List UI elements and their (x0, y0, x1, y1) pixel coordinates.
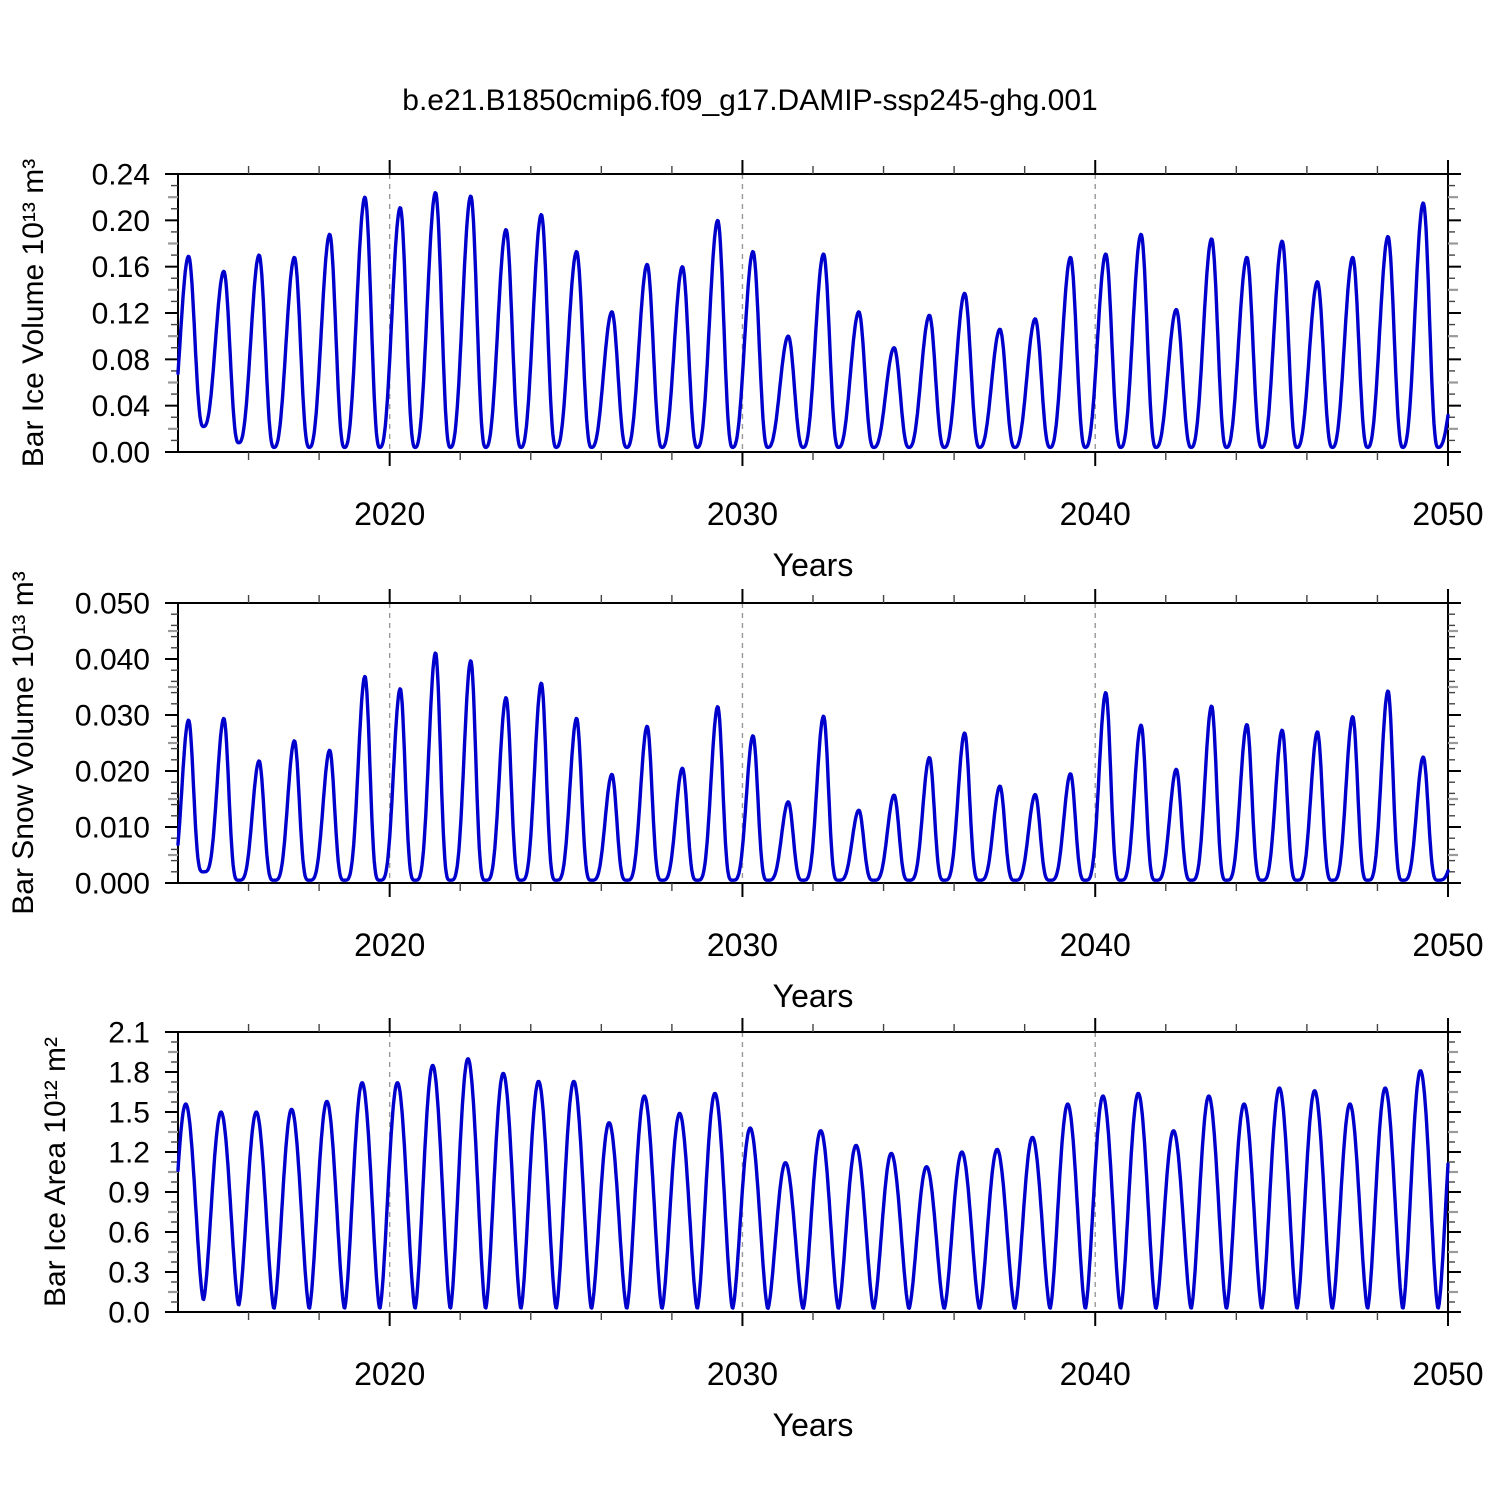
y-tick-label: 0.20 (92, 205, 150, 238)
x-tick-label: 2050 (1412, 1356, 1483, 1392)
y-tick-label: 0.9 (108, 1177, 150, 1210)
x-tick-label: 2050 (1412, 927, 1483, 963)
y-tick-label: 0.00 (92, 437, 150, 470)
y-tick-label: 0.050 (75, 588, 150, 621)
y-tick-label: 0.16 (92, 251, 150, 284)
x-tick-label: 2020 (354, 1356, 425, 1392)
y-tick-label: 0.040 (75, 644, 150, 677)
y-tick-label: 1.8 (108, 1057, 150, 1090)
y-tick-label: 0.030 (75, 700, 150, 733)
x-tick-label: 2040 (1060, 496, 1131, 532)
y-tick-label: 2.1 (108, 1017, 150, 1050)
x-axis-title: Years (773, 547, 854, 583)
y-tick-label: 0.020 (75, 756, 150, 789)
x-tick-label: 2050 (1412, 496, 1483, 532)
figure-title: b.e21.B1850cmip6.f09_g17.DAMIP-ssp245-gh… (402, 84, 1098, 117)
x-tick-label: 2030 (707, 1356, 778, 1392)
chart-ice-volume: 0.00 0.04 0.08 0.12 0.16 0.20 0.24 2020 2030 2040… (92, 159, 1484, 584)
y-tick-label: 1.5 (108, 1097, 150, 1130)
x-tick-label: 2040 (1060, 1356, 1131, 1392)
x-tick-label: 2020 (354, 927, 425, 963)
y-tick-label: 0.12 (92, 298, 150, 331)
x-tick-label: 2020 (354, 496, 425, 532)
y-tick-label: 0.24 (92, 159, 150, 192)
chart-snow-volume: 0.000 0.010 0.020 0.030 0.040 0.050 2020 2030 20… (75, 588, 1484, 1015)
x-axis-title: Years (773, 1407, 854, 1443)
data-line-ice-area (176, 1057, 1450, 1310)
y-tick-label: 0.0 (108, 1297, 150, 1330)
x-tick-label: 2030 (707, 496, 778, 532)
y-tick-label: 0.000 (75, 868, 150, 901)
y-tick-label: 0.04 (92, 390, 150, 423)
data-line-snow-volume (176, 651, 1450, 882)
y-tick-label: 1.2 (108, 1137, 150, 1170)
x-tick-label: 2040 (1060, 927, 1131, 963)
x-axis-title: Years (773, 978, 854, 1014)
y-tick-label: 0.010 (75, 812, 150, 845)
y-tick-label: 0.08 (92, 344, 150, 377)
y-tick-label: 0.6 (108, 1217, 150, 1250)
x-tick-label: 2030 (707, 927, 778, 963)
data-line-ice-volume (176, 191, 1450, 450)
y-tick-label: 0.3 (108, 1257, 150, 1290)
chart-ice-area: 0.0 0.3 0.6 0.9 1.2 1.5 1.8 2.1 2020 2030 2040 2050… (108, 1017, 1483, 1444)
